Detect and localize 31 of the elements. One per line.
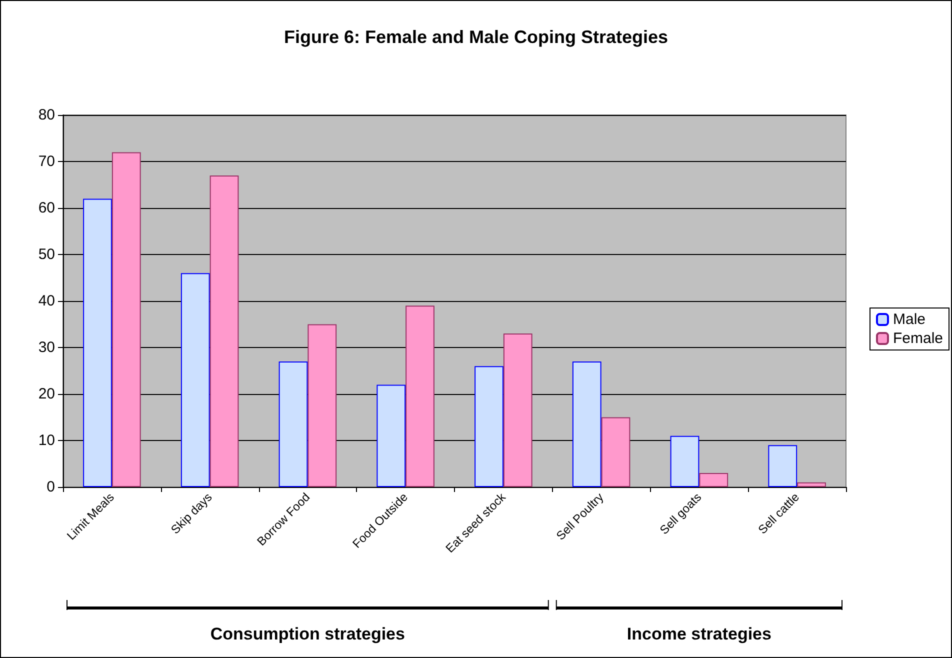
y-tick-label: 80 — [38, 106, 55, 124]
bar — [699, 473, 728, 487]
bar — [406, 306, 434, 487]
bar — [768, 445, 798, 487]
y-tick-label: 30 — [38, 339, 55, 356]
legend-label: Male — [892, 311, 926, 328]
bar — [180, 273, 210, 487]
y-tick-label: 10 — [38, 432, 55, 449]
text: Consumption strategies — [210, 624, 405, 644]
bar — [670, 436, 700, 487]
bar — [83, 198, 112, 487]
y-tick-label: 0 — [46, 478, 55, 496]
bar — [278, 361, 308, 487]
y-tick-label: 60 — [38, 200, 55, 216]
bar — [308, 324, 337, 487]
chart-title: Figure 6: Female and Male Coping Strategies — [284, 27, 668, 47]
y-tick-label: 70 — [38, 153, 55, 170]
bar — [572, 361, 602, 487]
bar — [797, 482, 826, 487]
bar — [503, 334, 532, 487]
x-tick-label: Skip days — [168, 490, 215, 537]
bar — [210, 175, 239, 487]
bar — [474, 366, 504, 487]
y-tick-label: 50 — [38, 246, 55, 263]
bar — [112, 152, 141, 487]
legend-label: Female — [892, 330, 944, 347]
y-tick-label: 20 — [38, 386, 55, 402]
text: Income strategies — [626, 624, 772, 644]
bar — [601, 417, 630, 487]
bar — [376, 384, 406, 487]
y-tick-label: 40 — [38, 292, 55, 310]
